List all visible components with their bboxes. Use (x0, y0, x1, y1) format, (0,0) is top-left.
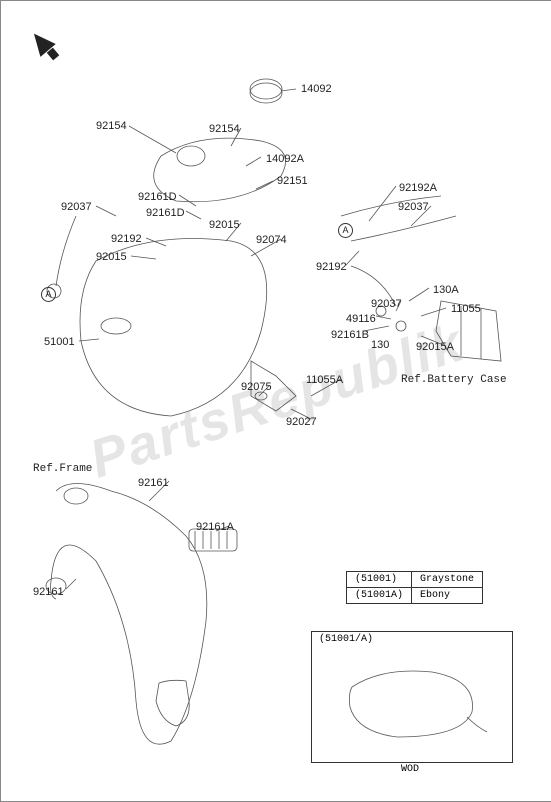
label-130A: 130A (433, 284, 459, 296)
label-14092A: 14092A (266, 153, 304, 165)
marker-A: A (41, 287, 56, 302)
label-92037: 92037 (398, 201, 429, 213)
label-92074: 92074 (256, 234, 287, 246)
label-92192A: 92192A (399, 182, 437, 194)
ref-battery-label: Ref.Battery Case (401, 374, 507, 386)
sub-diagram-box (311, 631, 513, 763)
label-92161: 92161 (33, 586, 64, 598)
label-92192: 92192 (316, 261, 347, 273)
label-92192: 92192 (111, 233, 142, 245)
label-92075: 92075 (241, 381, 272, 393)
diagram-container: PartsRepublik (0, 0, 551, 802)
marker-A: A (338, 223, 353, 238)
label-14092: 14092 (301, 83, 332, 95)
label-92037: 92037 (61, 201, 92, 213)
table-row: (51001) Graystone (347, 572, 483, 588)
label-92154: 92154 (209, 123, 240, 135)
label-49116: 49116 (346, 313, 376, 325)
label-92154: 92154 (96, 120, 127, 132)
label-92015A: 92015A (416, 341, 454, 353)
color-code-table: (51001) Graystone (51001A) Ebony (346, 571, 483, 604)
cell-code: (51001) (347, 572, 412, 588)
label-92037: 92037 (371, 298, 402, 310)
label-92015: 92015 (209, 219, 240, 231)
label-92161A: 92161A (196, 521, 234, 533)
circle-a-icon: A (338, 223, 353, 238)
label-92015: 92015 (96, 251, 127, 263)
label-92161D: 92161D (146, 207, 185, 219)
label-11055A: 11055A (306, 374, 343, 386)
label-92027: 92027 (286, 416, 317, 428)
sub-box-label: (51001/A) (319, 634, 373, 645)
label-92161: 92161 (138, 477, 169, 489)
cell-color: Graystone (412, 572, 483, 588)
label-130: 130 (371, 339, 389, 351)
label-92161D: 92161D (138, 191, 177, 203)
label-51001: 51001 (44, 336, 75, 348)
circle-a-icon: A (41, 287, 56, 302)
table-row: (51001A) Ebony (347, 588, 483, 604)
label-92161B: 92161B (331, 329, 369, 341)
sub-box-caption: WOD (401, 764, 419, 775)
cell-color: Ebony (412, 588, 483, 604)
cell-code: (51001A) (347, 588, 412, 604)
ref-frame-label: Ref.Frame (33, 463, 92, 475)
tank-outline-icon (312, 632, 512, 762)
label-11055: 11055 (451, 303, 481, 315)
label-92151: 92151 (277, 175, 308, 187)
